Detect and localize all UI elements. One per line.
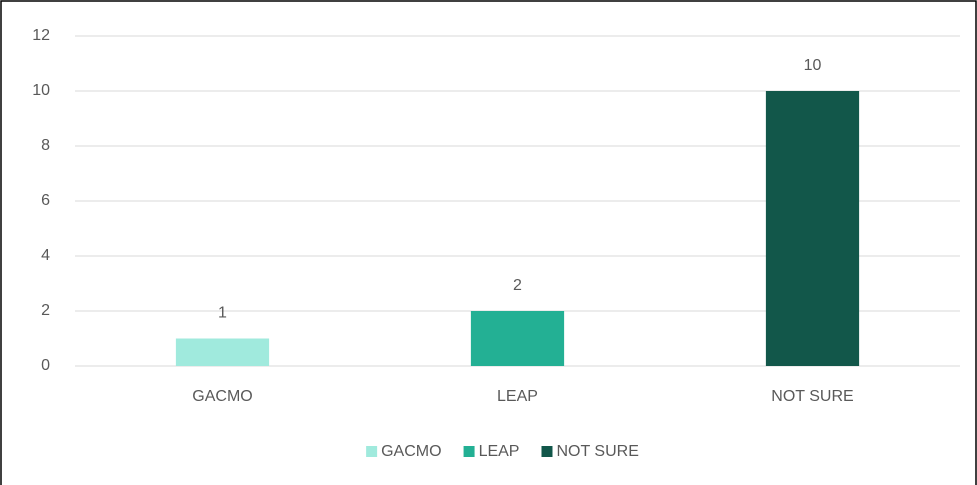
legend-swatch <box>541 446 553 457</box>
legend-label: LEAP <box>479 443 520 460</box>
data-label: 2 <box>513 277 522 294</box>
bar <box>765 91 860 366</box>
y-tick-label: 10 <box>32 82 50 99</box>
x-tick-label: LEAP <box>497 388 538 405</box>
y-tick-label: 6 <box>41 192 50 209</box>
legend-swatch <box>366 446 378 457</box>
legend-label: NOT SURE <box>556 443 638 460</box>
data-label: 1 <box>218 305 227 322</box>
y-tick-label: 0 <box>41 357 50 374</box>
y-tick-label: 4 <box>41 247 50 264</box>
legend-swatch <box>463 446 475 457</box>
y-tick-label: 2 <box>41 302 50 319</box>
x-tick-label: GACMO <box>192 388 252 405</box>
y-tick-label: 8 <box>41 137 50 154</box>
legend-label: GACMO <box>381 443 441 460</box>
x-tick-label: NOT SURE <box>771 388 853 405</box>
bar <box>470 311 565 366</box>
bar <box>175 338 270 366</box>
y-tick-label: 12 <box>32 27 50 44</box>
data-label: 10 <box>804 57 822 74</box>
